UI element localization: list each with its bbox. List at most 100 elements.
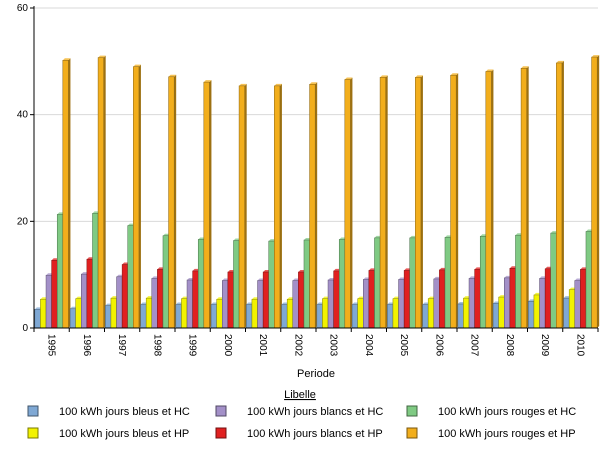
bar xyxy=(151,278,158,329)
bar-top xyxy=(239,83,247,86)
bar xyxy=(92,213,99,329)
bar xyxy=(268,240,275,329)
bar xyxy=(140,304,147,329)
bar xyxy=(439,269,446,329)
bar xyxy=(51,260,58,329)
bar xyxy=(203,81,210,329)
bar xyxy=(286,298,294,329)
bar-side xyxy=(456,73,459,328)
bar-side xyxy=(315,82,318,329)
y-tick-label: 40 xyxy=(17,110,29,121)
bar-side xyxy=(597,55,600,329)
legend-label: 100 kWh jours blancs et HP xyxy=(247,428,383,440)
bar xyxy=(216,298,223,329)
bar xyxy=(186,279,193,329)
bar xyxy=(127,225,134,329)
bar xyxy=(298,271,305,329)
legend-label: 100 kWh jours blancs et HC xyxy=(247,406,383,418)
bar xyxy=(591,56,598,329)
bar xyxy=(479,236,487,329)
bar xyxy=(56,214,64,329)
bar xyxy=(75,298,82,329)
bar xyxy=(468,278,475,329)
bar xyxy=(550,232,557,329)
bar xyxy=(281,304,288,329)
bar-top xyxy=(591,55,600,58)
bar-top xyxy=(98,55,106,58)
bar xyxy=(105,305,112,329)
bar xyxy=(157,269,164,329)
legend-label: 100 kWh jours rouges et HC xyxy=(438,406,576,418)
bar-side xyxy=(103,55,106,328)
x-tick-label: 2001 xyxy=(257,334,268,357)
bar xyxy=(322,298,329,329)
bar xyxy=(338,239,346,329)
bar xyxy=(69,308,76,329)
bar xyxy=(533,294,540,329)
bar xyxy=(387,304,394,329)
bar-side xyxy=(279,83,282,328)
bar-side xyxy=(420,75,423,328)
bar xyxy=(309,84,316,329)
x-tick-label: 2000 xyxy=(222,334,233,357)
bar xyxy=(415,77,422,329)
bar xyxy=(110,297,117,329)
bar xyxy=(145,297,153,329)
bars xyxy=(34,55,600,329)
bar-top xyxy=(521,66,529,69)
bar-top xyxy=(556,60,564,63)
bar xyxy=(34,309,41,329)
bar xyxy=(450,74,457,329)
bar-side xyxy=(350,77,353,328)
bar xyxy=(492,303,499,329)
bar xyxy=(580,269,587,329)
x-tick-label: 1998 xyxy=(151,334,162,357)
bar-side xyxy=(491,69,494,328)
bar xyxy=(303,239,310,329)
legend-swatch xyxy=(27,405,39,417)
bar xyxy=(427,298,435,329)
bar xyxy=(257,280,264,329)
x-tick-label: 2003 xyxy=(328,334,339,357)
bar-top xyxy=(415,75,423,78)
bar xyxy=(556,62,563,329)
bar xyxy=(222,280,229,329)
bar xyxy=(181,298,188,329)
x-tick-label: 2010 xyxy=(574,334,585,357)
bar xyxy=(444,237,451,329)
x-axis-ticks: 1995 1996 1997 1998 1999 2000 2001 2002 2003 2004… xyxy=(33,328,599,357)
bar-side xyxy=(138,64,141,329)
bar-side xyxy=(209,80,212,328)
legend-item: 100 kWh jours rouges et HP xyxy=(406,427,576,440)
bar xyxy=(585,231,592,329)
legend-item: 100 kWh jours bleus et HP xyxy=(27,427,189,440)
bar-side xyxy=(244,83,247,328)
bar xyxy=(45,274,52,329)
bar xyxy=(392,298,399,329)
y-tick-label: 60 xyxy=(17,3,29,14)
bar xyxy=(379,77,386,329)
bar-top xyxy=(62,58,71,61)
bar xyxy=(520,68,527,329)
bar xyxy=(227,271,234,329)
bar xyxy=(528,301,535,329)
bar-top xyxy=(168,74,177,77)
bar xyxy=(463,297,470,329)
bar xyxy=(333,270,340,329)
y-tick-label: 0 xyxy=(22,323,28,334)
bar xyxy=(422,304,429,329)
legend-item: 100 kWh jours blancs et HP xyxy=(215,427,383,440)
bar xyxy=(398,279,405,329)
bar xyxy=(474,269,481,329)
bar xyxy=(251,298,258,329)
bar xyxy=(162,235,169,329)
legend-swatch xyxy=(215,427,227,439)
legend: 100 kWh jours bleus et HC 100 kWh jours b… xyxy=(27,405,576,440)
bar xyxy=(292,280,299,329)
bar-top xyxy=(380,75,388,78)
legend-swatch xyxy=(215,405,227,417)
legend-swatch xyxy=(406,405,418,417)
bar-top xyxy=(309,82,318,85)
bar xyxy=(327,279,334,329)
x-tick-label: 2007 xyxy=(469,334,480,357)
